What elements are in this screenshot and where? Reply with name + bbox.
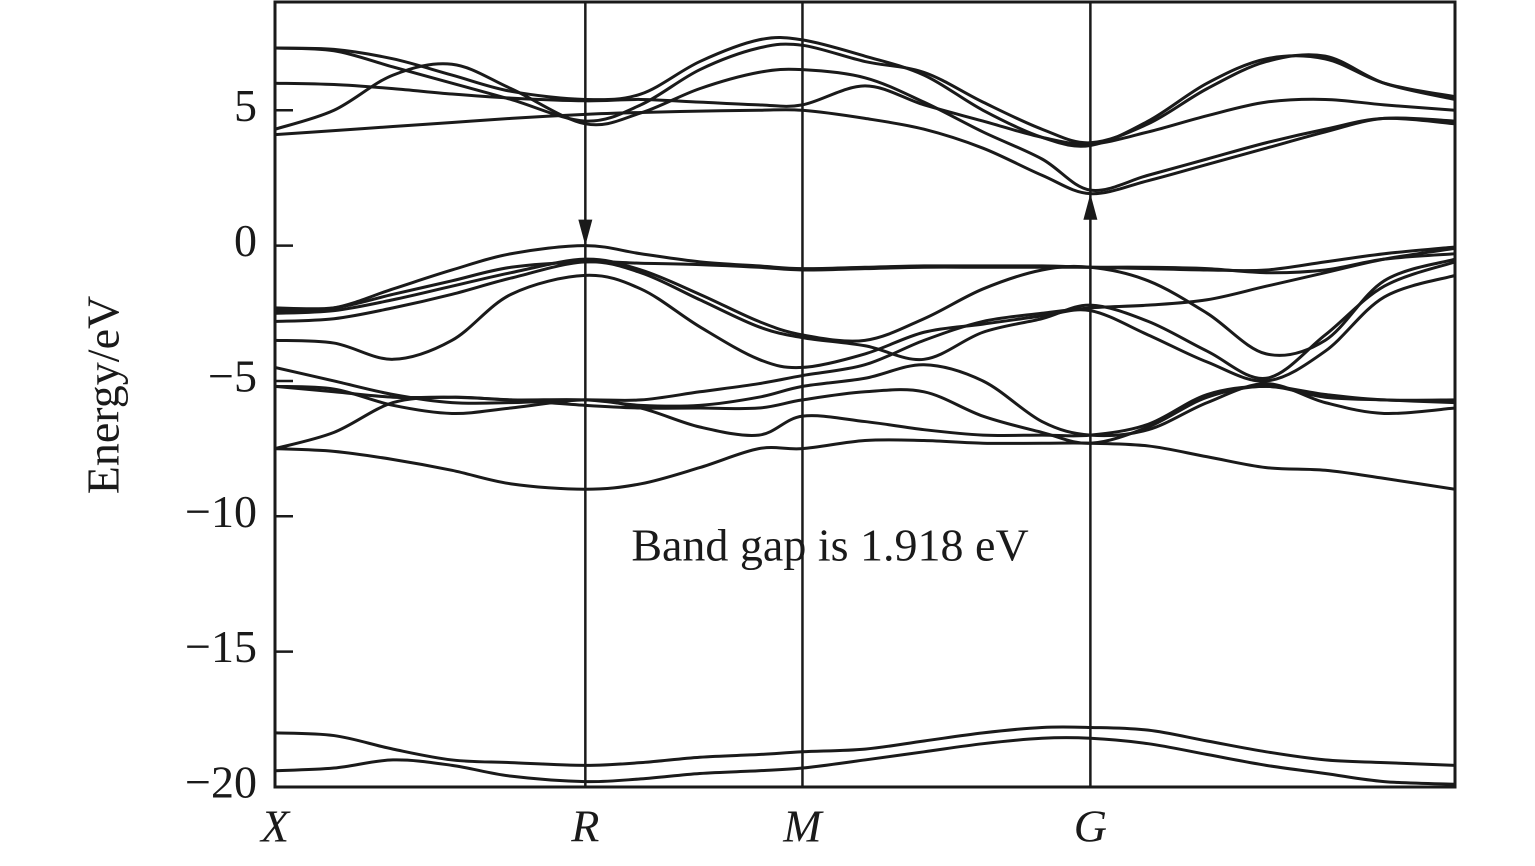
- x-tick-label: R: [570, 801, 599, 852]
- band-line: [275, 257, 1455, 357]
- band-line: [275, 725, 1455, 767]
- band-line: [275, 438, 1455, 491]
- band-line: [275, 42, 1455, 145]
- y-tick-label: −5: [208, 351, 257, 402]
- y-tick-label: 0: [234, 215, 257, 266]
- band-line: [275, 384, 1455, 438]
- band-line: [275, 244, 1455, 313]
- band-line: [275, 246, 1455, 405]
- band-line: [275, 36, 1455, 148]
- band-line: [275, 62, 1455, 192]
- y-tick-label: −15: [185, 621, 257, 672]
- band-line: [275, 81, 1455, 146]
- band-line: [275, 273, 1455, 383]
- band-line: [275, 108, 1455, 196]
- x-tick-label: X: [259, 801, 291, 852]
- x-tick-label: M: [782, 801, 824, 852]
- band-line: [275, 384, 1455, 445]
- y-tick-label: −10: [185, 486, 257, 537]
- band-edge-arrow: [578, 219, 593, 246]
- annotation: Band gap is 1.918 eV: [631, 520, 1028, 571]
- band-line: [275, 252, 1455, 311]
- bands: [275, 36, 1455, 786]
- band-line: [275, 260, 1455, 380]
- y-tick-label: −20: [185, 757, 257, 808]
- y-tick-label: 5: [234, 80, 257, 131]
- x-tick-label: G: [1074, 801, 1107, 852]
- band-edge-arrow: [1083, 193, 1098, 220]
- y-axis-label: Energy/eV: [78, 296, 129, 494]
- band-line: [275, 736, 1455, 786]
